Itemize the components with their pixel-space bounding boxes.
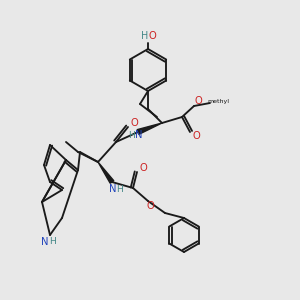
- Text: H: H: [141, 31, 148, 41]
- Text: O: O: [194, 96, 202, 106]
- Text: methyl: methyl: [207, 100, 229, 104]
- Text: N: N: [41, 237, 49, 247]
- Text: O: O: [139, 163, 147, 173]
- Text: H: H: [50, 238, 56, 247]
- Text: O: O: [146, 201, 154, 211]
- Polygon shape: [137, 123, 162, 134]
- Text: N: N: [135, 130, 142, 140]
- Text: N: N: [109, 184, 117, 194]
- Text: H: H: [129, 130, 135, 140]
- Text: O: O: [148, 31, 156, 41]
- Text: O: O: [130, 118, 138, 128]
- Text: H: H: [117, 184, 123, 194]
- Text: O: O: [192, 131, 200, 141]
- Polygon shape: [98, 162, 114, 183]
